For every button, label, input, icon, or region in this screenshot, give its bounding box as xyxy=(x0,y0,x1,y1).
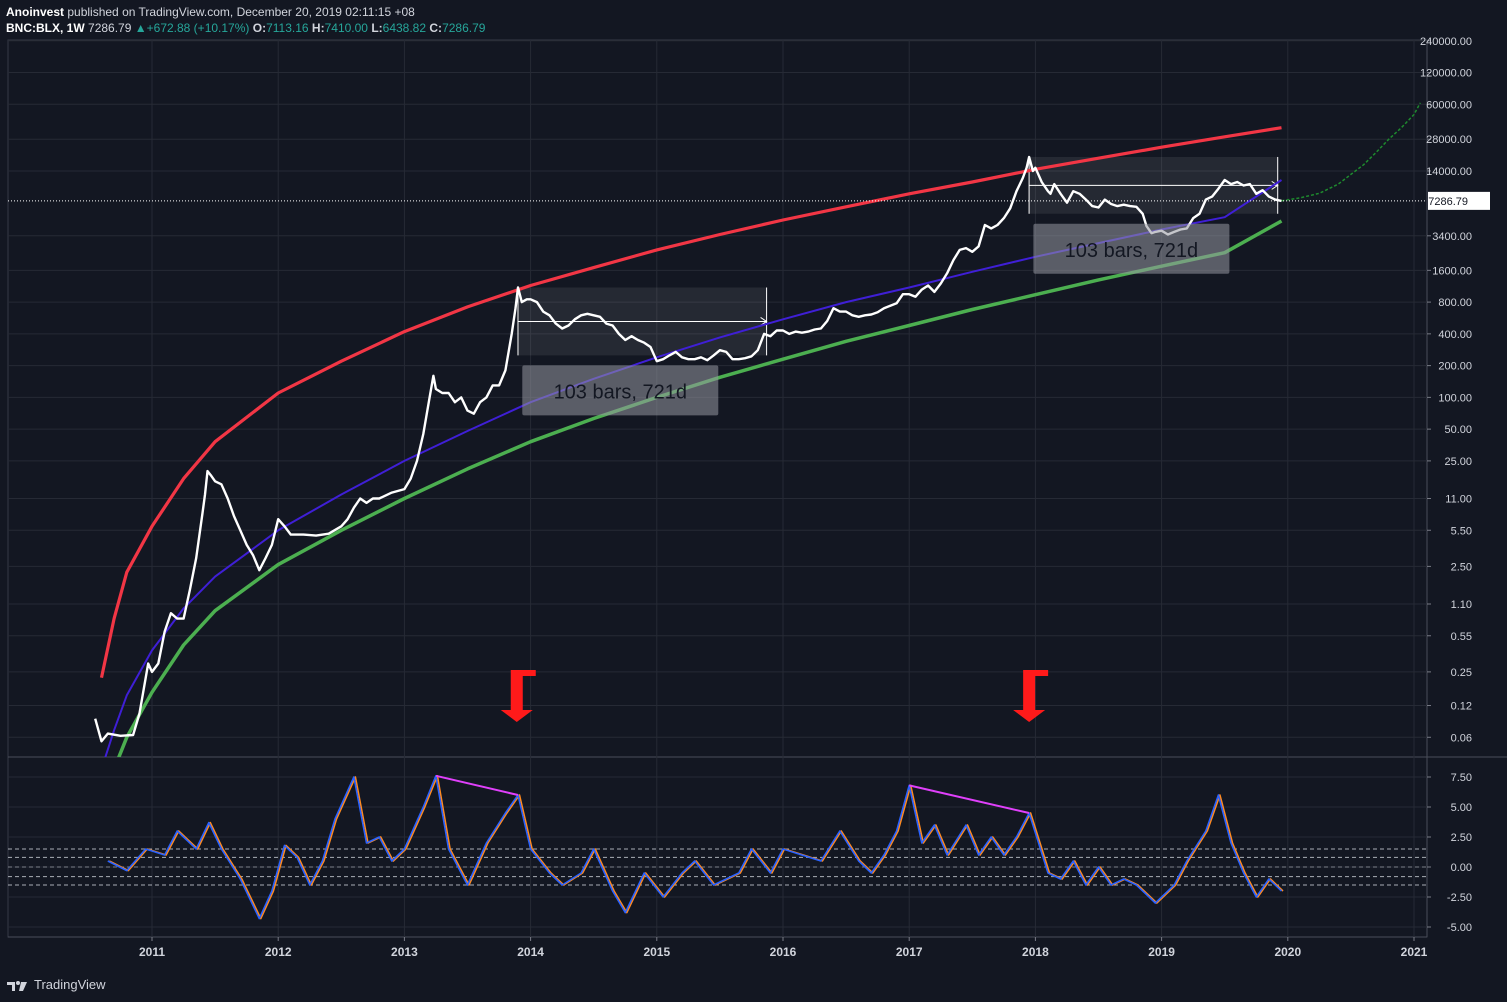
ohlc-line: BNC:BLX, 1W 7286.79 ▲+672.88 (+10.17%) O… xyxy=(6,20,485,36)
time-tick-label: 2017 xyxy=(896,945,923,959)
osc-tick-label: 5.00 xyxy=(1451,802,1472,814)
open-label: O: xyxy=(252,21,267,35)
price-tick-label: 25.00 xyxy=(1444,456,1472,468)
axes: 2011 2012 2013 2014 2015 2016 2017 2018 2019 2020… xyxy=(139,36,1490,959)
grid xyxy=(7,39,1507,938)
price-tick-label: 240000.00 xyxy=(1420,36,1472,48)
tradingview-logo-icon xyxy=(7,980,27,991)
osc-tick-label: -5.00 xyxy=(1447,922,1472,934)
range-label: 103 bars, 721d xyxy=(1065,240,1198,262)
close-value: 7286.79 xyxy=(442,21,486,35)
time-tick-label: 2018 xyxy=(1022,945,1049,959)
price-tick-label: 0.12 xyxy=(1451,701,1472,713)
publish-line: Anoinvest published on TradingView.com, … xyxy=(6,4,485,20)
footer-brand[interactable]: TradingView xyxy=(6,977,106,992)
price-tick-label: 400.00 xyxy=(1438,329,1472,341)
close-label: C: xyxy=(429,21,443,35)
price-tick-label: 1.10 xyxy=(1451,599,1472,611)
price-tick-label: 100.00 xyxy=(1438,392,1472,404)
oscillator-pane[interactable] xyxy=(8,774,1427,920)
chart-header: Anoinvest published on TradingView.com, … xyxy=(6,4,485,36)
price-pane[interactable]: 103 bars, 721d 103 bars, 721d xyxy=(8,102,1427,769)
price-tick-label: 0.06 xyxy=(1451,732,1472,744)
high-value: 7410.00 xyxy=(324,21,368,35)
projection-line xyxy=(1281,102,1421,202)
price-tick-label: 0.25 xyxy=(1451,667,1472,679)
time-tick-label: 2011 xyxy=(139,945,165,959)
range-arrowhead xyxy=(1271,180,1279,190)
range-label-bg xyxy=(522,365,719,416)
osc-tick-label: 0.00 xyxy=(1451,862,1472,874)
upper-band-line xyxy=(99,126,1282,679)
price-tick-label: 1600.00 xyxy=(1432,265,1472,277)
price-tick-label: 5.50 xyxy=(1451,525,1472,537)
price-tick-label: 28000.00 xyxy=(1426,134,1472,146)
divergence-line xyxy=(435,774,519,796)
price-tick-label: 11.00 xyxy=(1445,494,1472,506)
last-price-tag-label: 7286.79 xyxy=(1428,196,1468,208)
time-tick-label: 2014 xyxy=(517,945,544,959)
divergence-line xyxy=(908,784,1030,814)
low-value: 6438.82 xyxy=(382,21,427,35)
time-tick-label: 2015 xyxy=(643,945,670,959)
author-name[interactable]: Anoinvest xyxy=(6,5,65,19)
price-tick-label: 60000.00 xyxy=(1426,99,1472,111)
price-tick-label: 120000.00 xyxy=(1420,68,1472,80)
publish-info: published on TradingView.com, December 2… xyxy=(67,5,415,19)
open-value: 7113.16 xyxy=(266,21,309,35)
time-tick-label: 2020 xyxy=(1274,945,1301,959)
down-arrow-icon xyxy=(1013,670,1049,722)
brand-name: TradingView xyxy=(34,977,106,992)
price-tick-label: 14000.00 xyxy=(1426,166,1472,178)
time-tick-label: 2012 xyxy=(265,945,292,959)
price-change: +672.88 (+10.17%) xyxy=(146,21,250,35)
time-tick-label: 2021 xyxy=(1401,945,1428,959)
price-tick-label: 3400.00 xyxy=(1432,231,1472,243)
price-tick-label: 50.00 xyxy=(1444,424,1472,436)
range-label-bg xyxy=(1033,223,1230,274)
price-tick-label: 200.00 xyxy=(1438,361,1472,373)
last-price-tag xyxy=(1428,191,1490,210)
osc-tick-label: 7.50 xyxy=(1451,772,1472,784)
osc-main-line xyxy=(107,775,1283,920)
high-label: H: xyxy=(311,21,325,35)
price-tick-label: 0.55 xyxy=(1451,631,1472,643)
time-tick-label: 2019 xyxy=(1148,945,1175,959)
price-tick-label: 2.50 xyxy=(1451,561,1472,573)
up-triangle-icon: ▲ xyxy=(134,21,147,35)
symbol-label[interactable]: BNC:BLX, 1W xyxy=(6,21,85,35)
price-tick-label: 800.00 xyxy=(1438,297,1472,309)
range-label: 103 bars, 721d xyxy=(554,381,687,403)
low-label: L: xyxy=(371,21,383,35)
time-tick-label: 2016 xyxy=(770,945,797,959)
osc-tick-label: 2.50 xyxy=(1451,832,1472,844)
time-tick-label: 2013 xyxy=(391,945,418,959)
range-arrowhead xyxy=(760,317,768,326)
last-price: 7286.79 xyxy=(88,21,132,35)
down-arrow-icon xyxy=(500,670,536,722)
price-line xyxy=(94,155,1282,743)
osc-tick-label: -2.50 xyxy=(1447,892,1472,904)
